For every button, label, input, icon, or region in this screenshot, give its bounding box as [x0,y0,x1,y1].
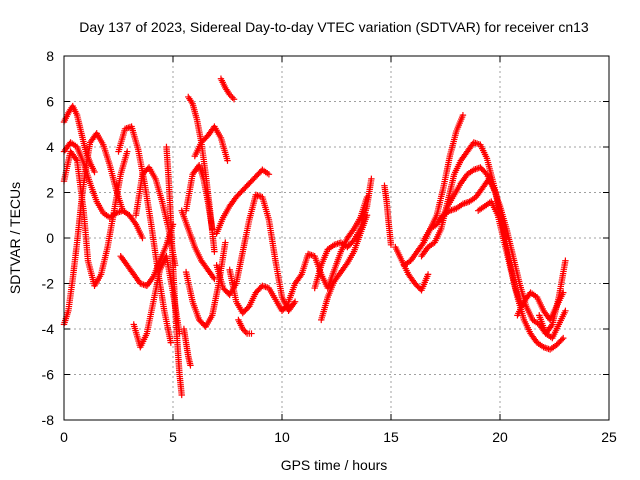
x-tick-label: 15 [383,429,399,445]
y-tick-label: 4 [46,139,54,155]
y-tick-label: -6 [42,367,55,383]
data-point [226,91,233,98]
data-point [178,391,185,399]
data-point [91,168,98,176]
data-point [167,339,175,346]
data-points-layer [60,75,569,399]
data-point [210,274,217,281]
data-point [562,307,569,314]
data-point [548,322,555,330]
data-point [230,96,238,103]
y-tick-label: -2 [42,276,55,292]
y-tick-label: -4 [42,321,55,337]
grid-layer [64,56,609,420]
data-point [229,94,236,101]
data-point [242,328,249,336]
data-point [560,334,567,342]
y-tick-label: 0 [46,230,54,246]
data-point [419,240,426,248]
data-point [224,157,231,164]
data-point [171,262,179,269]
data-point [482,169,489,177]
y-tick-label: 8 [46,48,54,64]
data-point [459,111,467,119]
data-point [343,261,350,268]
data-point [227,92,235,100]
x-tick-label: 25 [601,429,617,445]
data-point [248,330,255,337]
data-point [124,148,131,155]
y-tick-label: -8 [42,412,55,428]
data-point [363,212,371,219]
x-axis-label: GPS time / hours [281,457,388,473]
y-tick-label: 2 [46,185,54,201]
x-tick-label: 20 [492,429,508,445]
data-point [244,304,252,311]
x-tick-label: 5 [169,429,177,445]
data-point [72,155,80,163]
data-point [368,175,375,183]
data-point [558,336,566,343]
data-point [349,227,357,234]
data-point [284,302,291,309]
y-axis-label: SDTVAR / TECUs [7,182,23,294]
chart-title: Day 137 of 2023, Sidereal Day-to-day VTE… [79,19,589,35]
data-point [131,219,139,227]
data-point [222,239,229,246]
data-point [239,325,246,333]
data-point [297,272,304,280]
plot-frame [63,55,610,421]
data-point [562,257,569,264]
data-point [265,171,273,178]
data-point [119,207,127,214]
data-point [149,274,156,282]
data-point [291,298,299,305]
data-point [424,271,432,278]
x-tick-label: 10 [274,429,290,445]
data-point [187,362,194,369]
data-point [290,300,298,307]
y-tick-label: 6 [46,94,54,110]
data-point [387,241,395,249]
data-point [211,248,218,255]
data-point [139,234,146,242]
data-point [241,327,248,334]
x-tick-label: 0 [60,429,68,445]
